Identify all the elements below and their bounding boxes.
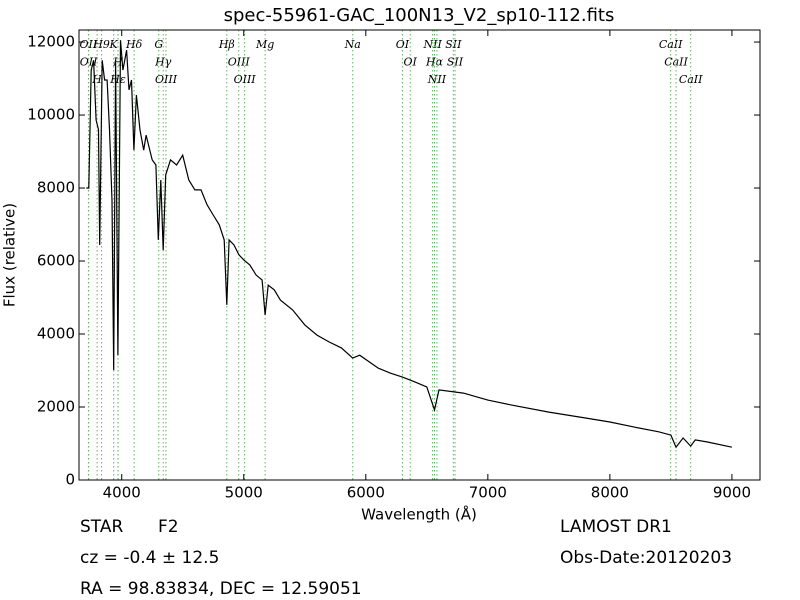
line-label: OI (396, 38, 410, 51)
line-label: CaII (679, 73, 703, 86)
chart-title: spec-55961-GAC_100N13_V2_sp10-112.fits (224, 5, 615, 26)
line-label: Na (344, 38, 361, 51)
line-label: OIII (234, 73, 257, 86)
x-axis-label: Wavelength (Å) (361, 505, 477, 524)
line-label: OII (80, 56, 98, 69)
line-label: Mg (255, 38, 274, 51)
x-tick-label: 6000 (347, 484, 385, 502)
y-tick-label: 8000 (37, 179, 75, 197)
x-tick-label: 7000 (469, 484, 507, 502)
line-label: NII (423, 38, 443, 51)
y-tick-label: 12000 (27, 33, 75, 51)
star-class: STAR (80, 517, 123, 537)
line-label: Hδ (125, 38, 143, 51)
y-tick-label: 4000 (37, 325, 75, 343)
obs-date: Obs-Date:20120203 (560, 548, 732, 568)
line-label: H9 (92, 38, 110, 51)
x-tick-label: 5000 (225, 484, 263, 502)
line-label: OI (404, 56, 418, 69)
plot-frame (78, 29, 761, 481)
y-axis-label: Flux (relative) (1, 203, 19, 307)
y-tick-label: 2000 (37, 398, 75, 416)
star-subclass: F2 (158, 517, 179, 537)
line-label: G (154, 38, 163, 51)
coordinates: RA = 98.83834, DEC = 12.59051 (80, 579, 362, 599)
y-tick-label: 6000 (37, 252, 75, 270)
line-label: CaII (659, 38, 683, 51)
line-label: OIII (228, 56, 251, 69)
line-label: CaII (664, 56, 688, 69)
line-label: SII (447, 56, 464, 69)
line-label: Hγ (154, 56, 172, 69)
line-label: H (91, 73, 102, 86)
y-tick-label: 0 (65, 471, 75, 489)
spectrum (86, 40, 733, 449)
line-label: OIII (155, 73, 178, 86)
line-label: SII (445, 38, 462, 51)
x-tick-label: 9000 (713, 484, 751, 502)
line-label: OII (80, 38, 98, 51)
x-tick-label: 8000 (591, 484, 629, 502)
line-label: NII (427, 73, 447, 86)
cz: cz = -0.4 ± 12.5 (80, 548, 219, 568)
survey: LAMOST DR1 (560, 517, 672, 537)
line-label: Hε (109, 73, 126, 86)
line-label: K (109, 38, 119, 51)
line-label: Hα (425, 56, 444, 69)
y-tick-label: 10000 (27, 106, 75, 124)
line-label: Hβ (218, 38, 235, 51)
x-tick-label: 4000 (103, 484, 141, 502)
